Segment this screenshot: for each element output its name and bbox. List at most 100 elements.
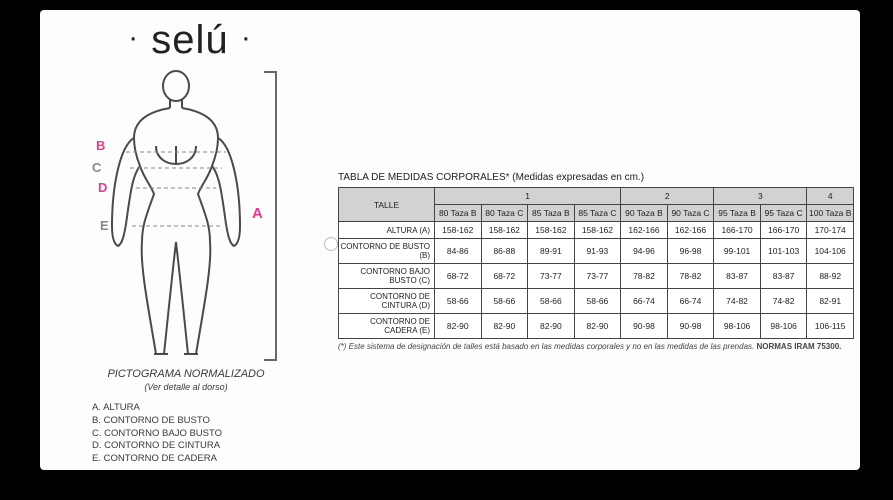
table-row-label: CONTORNO DE CINTURA (D) xyxy=(339,289,435,314)
table-cell: 96-98 xyxy=(667,239,714,264)
table-cell: 106-115 xyxy=(807,314,854,339)
table-cell: 82-90 xyxy=(481,314,528,339)
table-group: 3 xyxy=(714,188,807,205)
table-footnote: (*) Este sistema de designación de talle… xyxy=(338,342,854,351)
document-page: · selú · xyxy=(40,10,860,470)
table-cell: 170-174 xyxy=(807,222,854,239)
table-cell: 101-103 xyxy=(760,239,807,264)
table-cell: 162-166 xyxy=(667,222,714,239)
table-cell: 90-98 xyxy=(621,314,668,339)
table-subcol: 80 Taza C xyxy=(481,205,528,222)
table-cell: 74-82 xyxy=(714,289,761,314)
body-figure: B C D E xyxy=(76,66,276,366)
table-cell: 83-87 xyxy=(760,264,807,289)
table-subcol: 85 Taza B xyxy=(528,205,575,222)
table-cell: 74-82 xyxy=(760,289,807,314)
legend-list: A. ALTURA B. CONTORNO DE BUSTO C. CONTOR… xyxy=(92,402,222,466)
height-bracket xyxy=(262,70,280,362)
table-cell: 68-72 xyxy=(435,264,482,289)
table-cell: 82-90 xyxy=(528,314,575,339)
table-cell: 99-101 xyxy=(714,239,761,264)
table-row: CONTORNO DE BUSTO (B)84-8686-8889-9191-9… xyxy=(339,239,854,264)
pictogram-caption-sub: (Ver detalle al dorso) xyxy=(144,382,227,392)
pictogram-caption-title: PICTOGRAMA NORMALIZADO xyxy=(107,368,264,380)
table-row: CONTORNO DE CINTURA (D)58-6658-6658-6658… xyxy=(339,289,854,314)
table-cell: 162-166 xyxy=(621,222,668,239)
table-subcol: 80 Taza B xyxy=(435,205,482,222)
table-title: TABLA DE MEDIDAS CORPORALES* (Medidas ex… xyxy=(338,172,854,183)
table-cell: 94-96 xyxy=(621,239,668,264)
carousel-dot-icon xyxy=(324,237,338,251)
figure-label-a: A xyxy=(252,205,263,222)
table-cell: 66-74 xyxy=(621,289,668,314)
table-cell: 82-90 xyxy=(435,314,482,339)
table-group: 1 xyxy=(435,188,621,205)
brand-dot-left: · xyxy=(128,21,139,54)
table-cell: 158-162 xyxy=(528,222,575,239)
legend-item: D. CONTORNO DE CINTURA xyxy=(92,440,222,453)
table-row-label: CONTORNO DE BUSTO (B) xyxy=(339,239,435,264)
table-group: 4 xyxy=(807,188,854,205)
table-cell: 58-66 xyxy=(481,289,528,314)
table-row: CONTORNO BAJO BUSTO (C)68-7268-7273-7773… xyxy=(339,264,854,289)
table-subcol: 85 Taza C xyxy=(574,205,621,222)
figure-label-c: C xyxy=(92,160,101,175)
table-cell: 158-162 xyxy=(481,222,528,239)
table-cell: 166-170 xyxy=(760,222,807,239)
table-cell: 82-90 xyxy=(574,314,621,339)
table-cell: 66-74 xyxy=(667,289,714,314)
table-cell: 158-162 xyxy=(574,222,621,239)
table-subcol: 90 Taza B xyxy=(621,205,668,222)
footnote-text: (*) Este sistema de designación de talle… xyxy=(338,342,756,351)
table-group: 2 xyxy=(621,188,714,205)
legend-item: C. CONTORNO BAJO BUSTO xyxy=(92,428,222,441)
pictogram-caption: PICTOGRAMA NORMALIZADO (Ver detalle al d… xyxy=(76,368,296,394)
table-cell: 58-66 xyxy=(574,289,621,314)
table-cell: 158-162 xyxy=(435,222,482,239)
size-table: TALLE 1 2 3 4 80 Taza B80 Taza C85 Taza … xyxy=(338,187,854,339)
table-cell: 98-106 xyxy=(760,314,807,339)
figure-label-e: E xyxy=(100,218,109,233)
table-cell: 90-98 xyxy=(667,314,714,339)
table-cell: 73-77 xyxy=(574,264,621,289)
brand-logo: · selú · xyxy=(80,18,300,63)
figure-label-d: D xyxy=(98,180,107,195)
table-cell: 82-91 xyxy=(807,289,854,314)
table-subcol: 95 Taza B xyxy=(714,205,761,222)
table-cell: 89-91 xyxy=(528,239,575,264)
brand-dot-right: · xyxy=(241,21,252,54)
table-cell: 68-72 xyxy=(481,264,528,289)
legend-item: E. CONTORNO DE CADERA xyxy=(92,453,222,466)
table-cell: 88-92 xyxy=(807,264,854,289)
table-cell: 73-77 xyxy=(528,264,575,289)
table-cell: 91-93 xyxy=(574,239,621,264)
legend-item: A. ALTURA xyxy=(92,402,222,415)
table-subcol: 95 Taza C xyxy=(760,205,807,222)
footnote-norm: NORMAS IRAM 75300. xyxy=(756,342,841,351)
table-cell: 78-82 xyxy=(621,264,668,289)
table-cell: 86-88 xyxy=(481,239,528,264)
table-row-label: CONTORNO BAJO BUSTO (C) xyxy=(339,264,435,289)
brand-text: selú xyxy=(151,18,228,62)
table-cell: 98-106 xyxy=(714,314,761,339)
canvas: · selú · xyxy=(0,0,893,500)
table-corner: TALLE xyxy=(339,188,435,222)
table-cell: 58-66 xyxy=(435,289,482,314)
table-cell: 104-106 xyxy=(807,239,854,264)
table-cell: 78-82 xyxy=(667,264,714,289)
table-row: ALTURA (A)158-162158-162158-162158-16216… xyxy=(339,222,854,239)
figure-label-b: B xyxy=(96,138,105,153)
body-silhouette-icon xyxy=(76,66,276,366)
table-cell: 58-66 xyxy=(528,289,575,314)
table-row-label: ALTURA (A) xyxy=(339,222,435,239)
table-cell: 83-87 xyxy=(714,264,761,289)
legend-item: B. CONTORNO DE BUSTO xyxy=(92,415,222,428)
table-subcol: 90 Taza C xyxy=(667,205,714,222)
table-row-label: CONTORNO DE CADERA (E) xyxy=(339,314,435,339)
size-table-section: TABLA DE MEDIDAS CORPORALES* (Medidas ex… xyxy=(338,172,854,351)
table-subcol: 100 Taza B xyxy=(807,205,854,222)
table-cell: 166-170 xyxy=(714,222,761,239)
table-row: CONTORNO DE CADERA (E)82-9082-9082-9082-… xyxy=(339,314,854,339)
table-cell: 84-86 xyxy=(435,239,482,264)
table-header-row-groups: TALLE 1 2 3 4 xyxy=(339,188,854,205)
